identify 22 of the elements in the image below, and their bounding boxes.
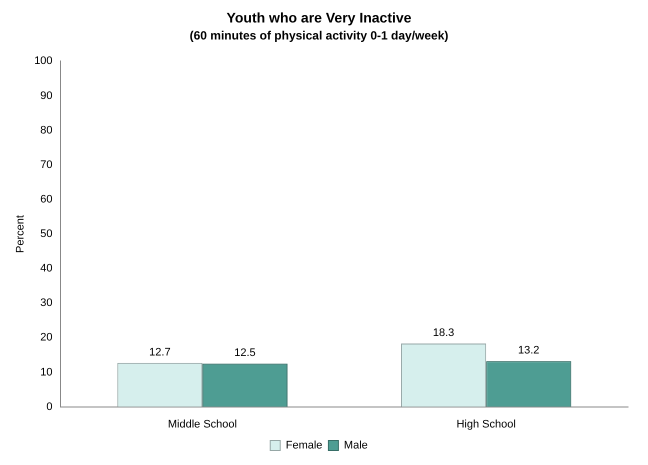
y-axis-title: Percent: [14, 215, 27, 253]
chart-title: Youth who are Very Inactive: [226, 9, 412, 26]
x-tick-label: High School: [456, 418, 516, 430]
data-label: 18.3: [432, 327, 454, 340]
y-tick-label: 70: [40, 158, 53, 171]
y-tick-label: 100: [34, 55, 53, 68]
y-tick-label: 20: [40, 332, 53, 344]
y-tick-label: 60: [40, 193, 53, 206]
y-tick-label: 80: [40, 124, 53, 136]
chart-subtitle: (60 minutes of physical activity 0-1 day/week): [190, 28, 448, 42]
y-tick-label: 0: [46, 400, 53, 413]
y-tick-label: 90: [40, 90, 53, 102]
y-tick-label: 40: [40, 262, 53, 275]
y-tick-label: 50: [40, 228, 53, 240]
x-tick-label: Middle School: [168, 418, 237, 430]
data-label: 12.7: [149, 346, 171, 358]
data-label: 12.5: [234, 347, 256, 360]
data-label: 13.2: [518, 344, 540, 357]
legend-label: Female: [286, 440, 322, 452]
y-tick-label: 30: [40, 297, 53, 310]
y-tick-label: 10: [40, 366, 53, 378]
legend-label: Male: [344, 440, 368, 452]
